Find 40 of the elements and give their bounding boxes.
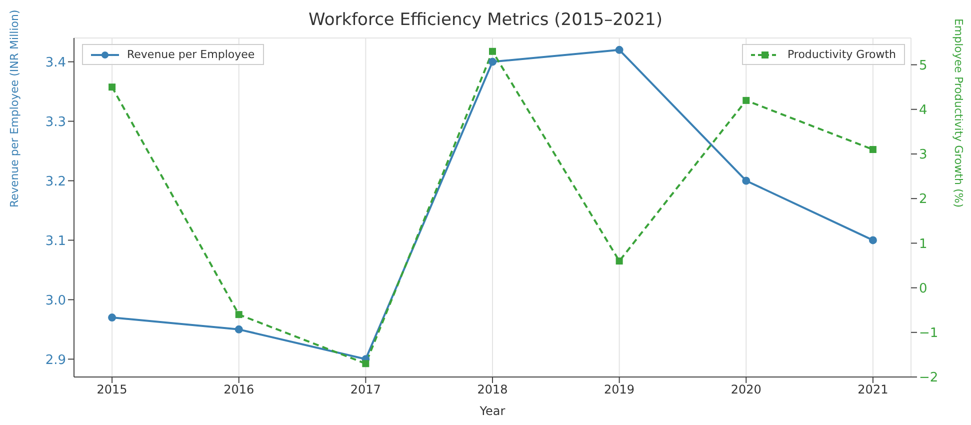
x-tick-label: 2016 xyxy=(224,382,254,397)
point xyxy=(742,96,750,104)
point xyxy=(235,311,242,318)
y2-tick-label: 1 xyxy=(919,236,928,252)
x-tick-label: 2015 xyxy=(96,382,128,397)
y-tick-label: 3.4 xyxy=(45,55,66,70)
y2-tick-label: 3 xyxy=(919,148,928,163)
y-tick-label: 3.1 xyxy=(45,234,66,249)
point xyxy=(108,314,116,322)
x-axis-title: Year xyxy=(478,404,506,418)
y2-tick-label: 2 xyxy=(919,192,928,208)
point xyxy=(234,325,243,334)
legend-label: Revenue per Employee xyxy=(127,48,255,61)
y2-tick-label: 4 xyxy=(919,102,928,118)
y2-tick-label: −2 xyxy=(919,370,938,386)
point xyxy=(362,360,370,368)
x-tick-label: 2019 xyxy=(604,382,635,397)
point xyxy=(742,176,750,185)
y2-tick-label: 5 xyxy=(919,58,928,74)
y-tick-label: 3.3 xyxy=(45,114,66,130)
point xyxy=(615,46,624,54)
chart-title: Workforce Efficiency Metrics (2015–2021) xyxy=(308,10,662,30)
point xyxy=(108,84,116,91)
y-tick-label: 2.9 xyxy=(45,352,66,368)
point xyxy=(488,58,496,66)
x-tick-label: 2017 xyxy=(350,382,381,397)
point xyxy=(869,146,876,154)
x-tick-label: 2020 xyxy=(730,382,762,397)
y-axis-title: Revenue per Employee (INR Million) xyxy=(8,10,21,208)
y-tick-label: 3.2 xyxy=(45,174,66,190)
y2-axis-title: Employee Productivity Growth (%) xyxy=(952,18,966,208)
y2-tick-label: −1 xyxy=(919,326,938,342)
y-tick-label: 3.0 xyxy=(45,293,66,308)
y2-tick-label: 0 xyxy=(919,281,928,296)
legend-label: Productivity Growth xyxy=(787,48,896,61)
x-tick-label: 2021 xyxy=(858,382,888,397)
point xyxy=(489,48,496,55)
point xyxy=(868,236,877,244)
point xyxy=(616,258,623,265)
x-tick-label: 2018 xyxy=(477,382,508,397)
